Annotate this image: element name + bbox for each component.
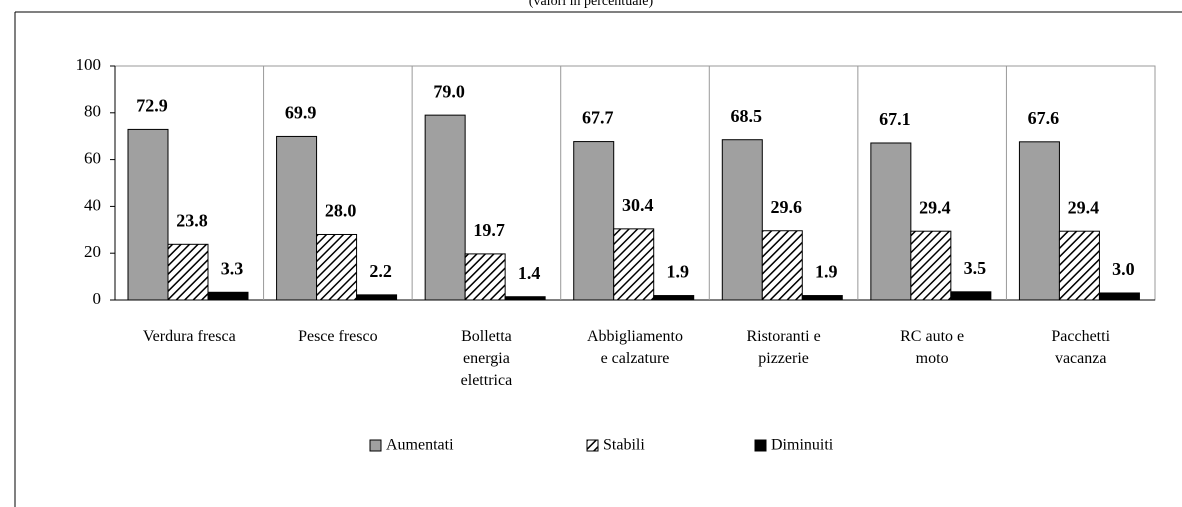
value-label: 67.6 (1028, 108, 1060, 128)
value-label: 1.9 (666, 262, 689, 282)
value-label: 29.4 (919, 197, 951, 217)
x-tick-label: RC auto e moto (900, 328, 965, 367)
value-label: 19.7 (473, 220, 505, 240)
value-label: 29.6 (771, 197, 803, 217)
bar (1058, 230, 1100, 301)
bar (276, 135, 318, 301)
x-tick-label: Ristoranti e pizzerie (746, 328, 821, 367)
value-label: 3.3 (221, 258, 244, 278)
value-label: 3.5 (964, 258, 987, 278)
value-label: 69.9 (285, 103, 317, 123)
x-tick-label: Pesce fresco (298, 328, 378, 345)
bar (950, 291, 992, 301)
bar (167, 243, 209, 301)
bar (316, 233, 358, 301)
value-label: 23.8 (176, 210, 208, 230)
bar (504, 296, 546, 301)
bar (1098, 292, 1140, 301)
y-tick-label: 20 (84, 242, 101, 261)
bar (910, 230, 952, 301)
y-tick-label: 80 (84, 102, 101, 121)
bar (801, 295, 843, 301)
value-label: 67.1 (879, 109, 911, 129)
legend-swatch (369, 439, 382, 452)
bar (127, 128, 169, 301)
value-label: 1.4 (518, 263, 541, 283)
value-label: 1.9 (815, 262, 838, 282)
bar (207, 291, 249, 301)
legend-swatch (754, 439, 767, 452)
value-label: 72.9 (136, 96, 168, 116)
value-label: 67.7 (582, 108, 614, 128)
bar (1018, 141, 1060, 301)
bar (721, 139, 763, 301)
legend-swatch (586, 439, 599, 452)
bar (356, 294, 398, 301)
y-tick-label: 60 (84, 149, 101, 168)
value-label: 30.4 (622, 195, 654, 215)
value-label: 28.0 (325, 201, 357, 221)
legend-label: Aumentati (386, 437, 454, 454)
bar (613, 228, 655, 301)
value-label: 79.0 (433, 81, 465, 101)
y-tick-label: 0 (93, 289, 102, 308)
bar (653, 295, 695, 301)
chart-subtitle: (valori in percentuale) (529, 0, 654, 9)
y-tick-label: 40 (84, 195, 101, 214)
value-label: 29.4 (1068, 197, 1100, 217)
bar (761, 230, 803, 301)
bar (464, 253, 506, 301)
bar (573, 141, 615, 301)
y-tick-label: 100 (76, 55, 102, 74)
bar (424, 114, 466, 301)
legend-label: Diminuiti (771, 437, 834, 454)
x-tick-label: Verdura fresca (142, 328, 236, 345)
value-label: 68.5 (731, 106, 763, 126)
value-label: 3.0 (1112, 259, 1135, 279)
legend-label: Stabili (603, 437, 645, 454)
x-tick-label: Pacchetti vacanza (1051, 328, 1111, 367)
x-tick-label: Abbigliamento e calzature (586, 328, 683, 367)
value-label: 2.2 (369, 261, 392, 281)
bar (870, 142, 912, 301)
x-tick-label: Bolletta energia elettrica (460, 328, 513, 389)
